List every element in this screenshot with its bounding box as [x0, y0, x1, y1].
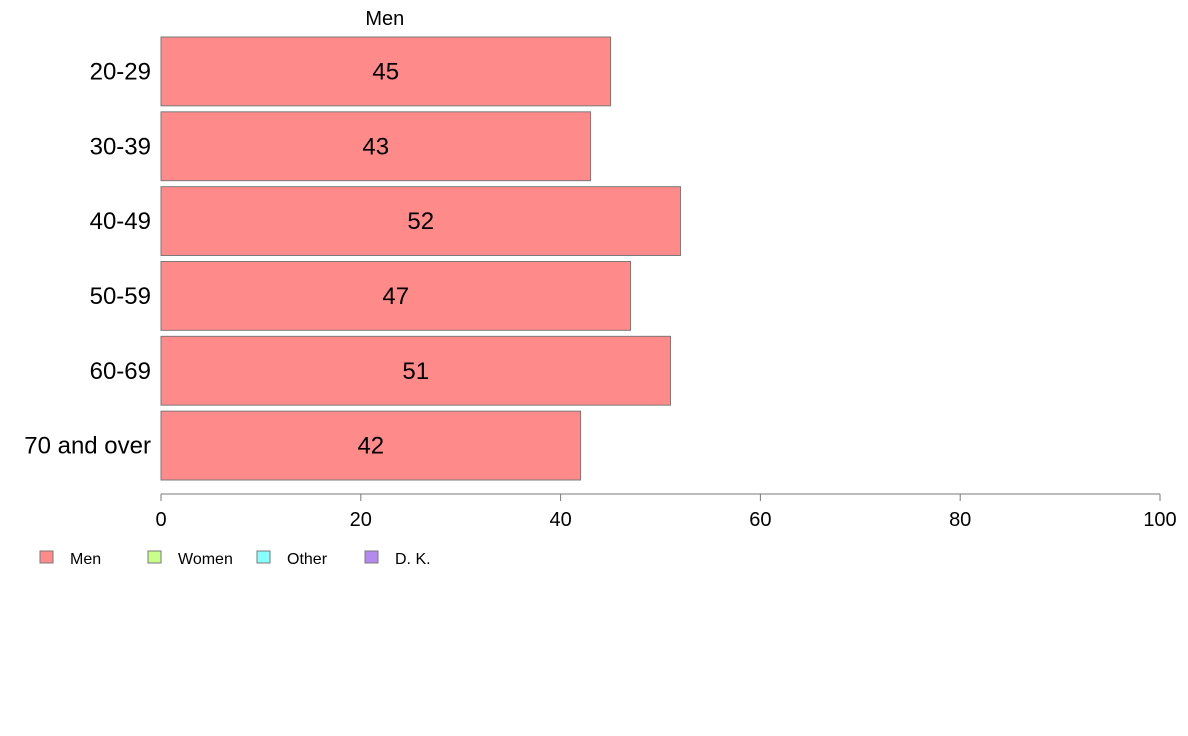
- legend-label: Women: [178, 551, 233, 568]
- bar-20-29: [160, 36, 612, 107]
- x-tick-label: 80: [949, 509, 971, 531]
- series-title: Men: [365, 8, 404, 30]
- bar-value-label: 43: [362, 133, 389, 160]
- legend: Men Women Other D. K.: [39, 550, 431, 568]
- legend-label: D. K.: [395, 551, 431, 568]
- bar-60-69: [160, 335, 671, 406]
- bar-value-label: 51: [402, 358, 429, 385]
- bar-value-label: 52: [407, 208, 434, 235]
- x-tick-label: 40: [549, 509, 571, 531]
- category-label: 20-29: [90, 58, 151, 85]
- category-label: 30-39: [90, 133, 151, 160]
- bar-70-and-over: [160, 410, 582, 481]
- category-label: 50-59: [90, 283, 151, 310]
- bar-value-label: 42: [357, 433, 384, 460]
- bars-group: 45 20-29 43 30-39 52 40-49 47 50-59 51 60-69 42 70 …: [24, 36, 681, 481]
- x-tick-label: 0: [155, 509, 166, 531]
- bar-value-label: 47: [382, 283, 409, 310]
- category-label: 60-69: [90, 358, 151, 385]
- legend-label: Men: [70, 551, 101, 568]
- legend-swatch: [39, 550, 54, 564]
- category-label: 70 and over: [24, 433, 151, 460]
- legend-swatch: [256, 550, 271, 564]
- x-axis: 0 20 40 60 80 100: [155, 493, 1177, 531]
- bar-50-59: [160, 261, 632, 331]
- bar-value-label: 45: [372, 58, 399, 85]
- x-tick-label: 60: [749, 509, 771, 531]
- legend-label: Other: [287, 551, 328, 568]
- x-tick-label: 20: [350, 509, 372, 531]
- category-label: 40-49: [90, 208, 151, 235]
- x-tick-label: 100: [1143, 509, 1176, 531]
- bar-40-49: [160, 186, 681, 257]
- legend-swatch: [364, 550, 379, 564]
- legend-swatch: [147, 550, 162, 564]
- bar-30-39: [160, 111, 592, 182]
